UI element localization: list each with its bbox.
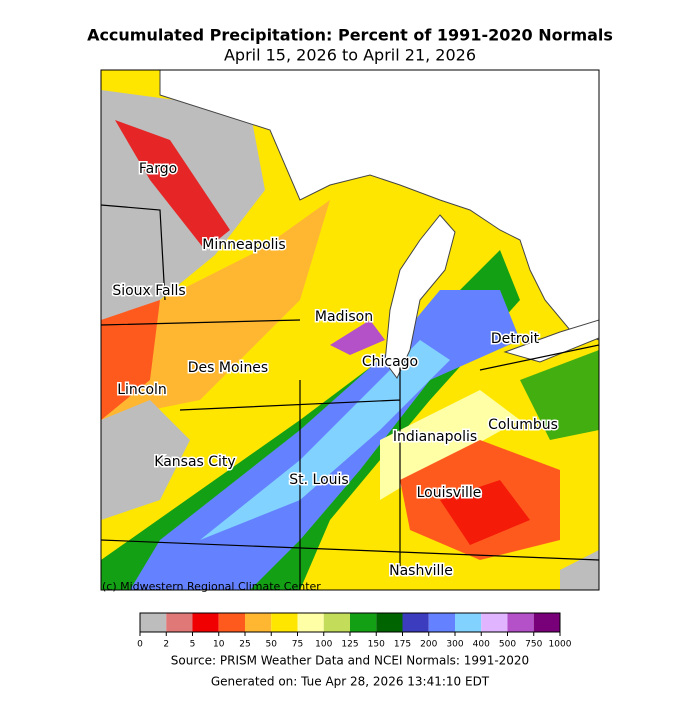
title: Accumulated Precipitation: Percent of 19… xyxy=(87,26,613,45)
colorbar-swatch xyxy=(218,613,245,632)
colorbar-swatch xyxy=(507,613,534,632)
colorbar-swatch xyxy=(428,613,455,632)
precip-map xyxy=(101,70,599,590)
generated: Generated on: Tue Apr 28, 2026 13:41:10 … xyxy=(211,675,490,689)
colorbar-tick-label: 75 xyxy=(292,640,303,650)
colorbar-tick-label: 25 xyxy=(239,640,250,650)
colorbar-tick-label: 175 xyxy=(394,640,411,650)
colorbar-tick-label: 400 xyxy=(473,640,490,650)
city-label: Columbus xyxy=(488,417,558,433)
colorbar-swatch xyxy=(192,613,219,632)
city-label: Indianapolis xyxy=(393,429,477,445)
colorbar-tick-label: 125 xyxy=(341,640,358,650)
city-label: Detroit xyxy=(491,331,540,347)
colorbar-swatch xyxy=(245,613,272,632)
city-label: Sioux Falls xyxy=(112,283,185,299)
colorbar-swatch xyxy=(323,613,350,632)
source: Source: PRISM Weather Data and NCEI Norm… xyxy=(171,654,529,668)
colorbar-swatch xyxy=(271,613,298,632)
colorbar-tick-label: 200 xyxy=(420,640,437,650)
colorbar-tick-label: 0 xyxy=(137,640,143,650)
colorbar: 0 2 5 10 25 50 75 100 125 150 175 200 300 400 500 750 10… xyxy=(137,612,572,650)
colorbar-swatch xyxy=(455,613,482,632)
credit: (c) Midwestern Regional Climate Center xyxy=(102,580,321,593)
colorbar-swatch xyxy=(376,613,403,632)
colorbar-tick-label: 300 xyxy=(446,640,463,650)
colorbar-tick-label: 750 xyxy=(525,640,542,650)
city-label: Des Moines xyxy=(188,360,268,376)
colorbar-swatch xyxy=(166,613,193,632)
city-label: Nashville xyxy=(389,563,453,579)
city-label: St. Louis xyxy=(289,472,348,488)
city-label: Chicago xyxy=(362,354,418,370)
city-label: Kansas City xyxy=(154,454,235,470)
colorbar-tick-label: 5 xyxy=(190,640,196,650)
colorbar-tick-label: 1000 xyxy=(549,640,572,650)
subtitle: April 15, 2026 to April 21, 2026 xyxy=(224,46,476,65)
colorbar-swatch xyxy=(140,613,167,632)
colorbar-swatch xyxy=(402,613,429,632)
colorbar-swatch xyxy=(297,613,324,632)
city-label: Minneapolis xyxy=(202,237,285,253)
colorbar-tick-label: 100 xyxy=(315,640,332,650)
colorbar-tick-label: 2 xyxy=(163,640,169,650)
city-label: Louisville xyxy=(417,485,482,501)
colorbar-tick-label: 500 xyxy=(499,640,516,650)
colorbar-tick-label: 10 xyxy=(213,640,225,650)
city-label: Madison xyxy=(315,309,373,325)
colorbar-swatch xyxy=(533,613,560,632)
map-frame xyxy=(100,69,600,591)
colorbar-swatch xyxy=(481,613,508,632)
colorbar-swatch xyxy=(350,613,377,632)
colorbar-tick-label: 50 xyxy=(266,640,278,650)
city-label: Lincoln xyxy=(117,382,167,398)
colorbar-tick-label: 150 xyxy=(368,640,385,650)
city-label: Fargo xyxy=(139,161,177,177)
